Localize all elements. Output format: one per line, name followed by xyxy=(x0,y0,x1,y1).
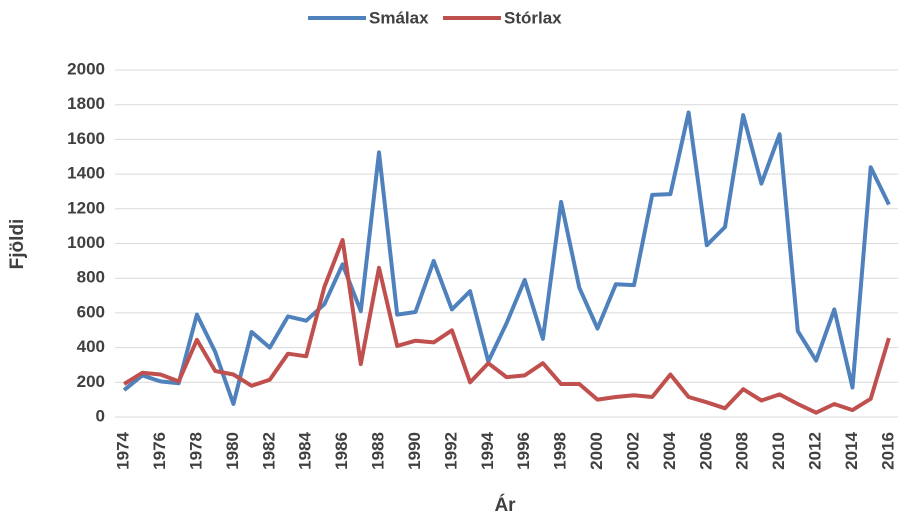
x-tick-label: 2014 xyxy=(842,431,861,469)
x-tick-label: 1980 xyxy=(223,432,242,470)
y-tick-label: 1400 xyxy=(67,164,105,183)
x-tick-label: 2016 xyxy=(878,432,897,470)
y-tick-label: 1800 xyxy=(67,94,105,113)
y-tick-label: 800 xyxy=(77,268,105,287)
series-line xyxy=(123,238,891,415)
y-tick-label: 0 xyxy=(96,406,105,425)
x-tick-label: 2004 xyxy=(660,431,679,469)
x-tick-label: 1998 xyxy=(551,432,570,470)
x-tick-label: 1976 xyxy=(150,432,169,470)
x-tick-label: 2000 xyxy=(587,432,606,470)
x-tick-label: 1974 xyxy=(114,431,133,469)
legend-label: Smálax xyxy=(369,8,429,27)
x-tick-label: 1986 xyxy=(332,432,351,470)
x-tick-label: 2006 xyxy=(696,432,715,470)
y-tick-label: 400 xyxy=(77,337,105,356)
y-tick-label: 200 xyxy=(77,372,105,391)
x-tick-label: 2008 xyxy=(733,432,752,470)
x-tick-label: 1984 xyxy=(296,431,315,469)
x-tick-label: 2002 xyxy=(623,432,642,470)
x-tick-label: 1996 xyxy=(514,432,533,470)
y-axis-label: Fjöldi xyxy=(7,219,28,270)
x-axis-label: Ár xyxy=(494,494,516,516)
x-tick-label: 1990 xyxy=(405,432,424,470)
x-tick-label: 1982 xyxy=(259,432,278,470)
x-tick-label: 1994 xyxy=(478,431,497,469)
y-tick-label: 1600 xyxy=(67,129,105,148)
legend-label: Stórlax xyxy=(504,8,562,27)
y-tick-label: 1200 xyxy=(67,198,105,217)
y-tick-label: 600 xyxy=(77,302,105,321)
x-tick-label: 1988 xyxy=(369,432,388,470)
x-tick-label: 2012 xyxy=(806,432,825,470)
x-tick-label: 1992 xyxy=(441,432,460,470)
x-tick-label: 1978 xyxy=(186,432,205,470)
series-line xyxy=(122,110,891,406)
x-tick-label: 2010 xyxy=(769,432,788,470)
y-tick-label: 1000 xyxy=(67,233,105,252)
y-tick-label: 2000 xyxy=(67,59,105,78)
